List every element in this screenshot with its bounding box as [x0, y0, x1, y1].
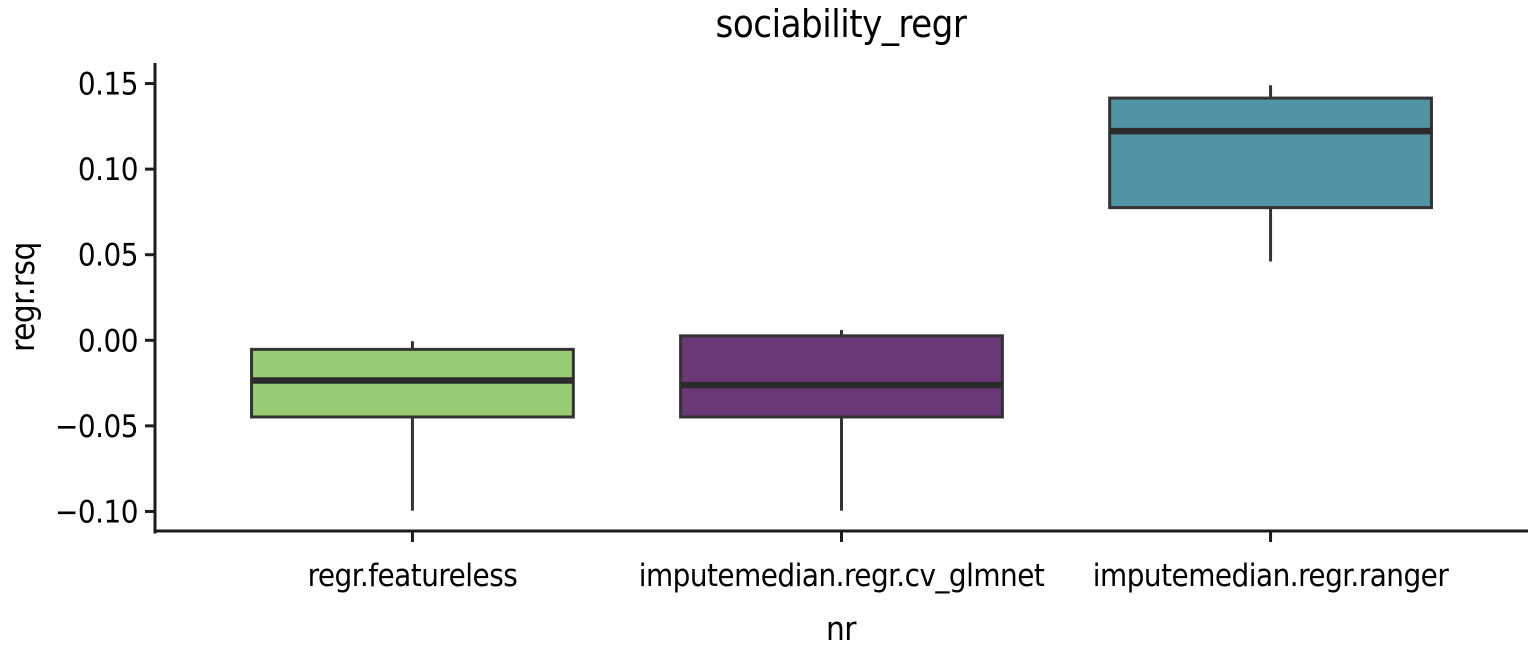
- iqr-box: [1108, 96, 1433, 210]
- y-tick-label: 0.10: [78, 152, 138, 188]
- chart-title: sociability_regr: [716, 2, 968, 46]
- y-tick-label: 0.15: [78, 67, 138, 103]
- y-tick-label: 0.05: [78, 238, 138, 274]
- iqr-box: [679, 334, 1004, 419]
- y-tick-label: −0.05: [55, 409, 138, 445]
- y-tick-label: −0.10: [55, 494, 138, 530]
- x-axis-title: nr: [826, 609, 857, 646]
- x-category-label: regr.featureless: [308, 558, 518, 594]
- x-category-label: imputemedian.regr.ranger: [1093, 558, 1450, 594]
- y-tick-label: 0.00: [78, 323, 138, 359]
- plot-panel: 0.15 0.10 0.05 0.00 −0.05 −0.10 regr.featurele…: [55, 63, 1528, 594]
- x-category-label: imputemedian.regr.cv_glmnet: [639, 558, 1045, 594]
- y-axis-title: regr.rsq: [3, 242, 42, 352]
